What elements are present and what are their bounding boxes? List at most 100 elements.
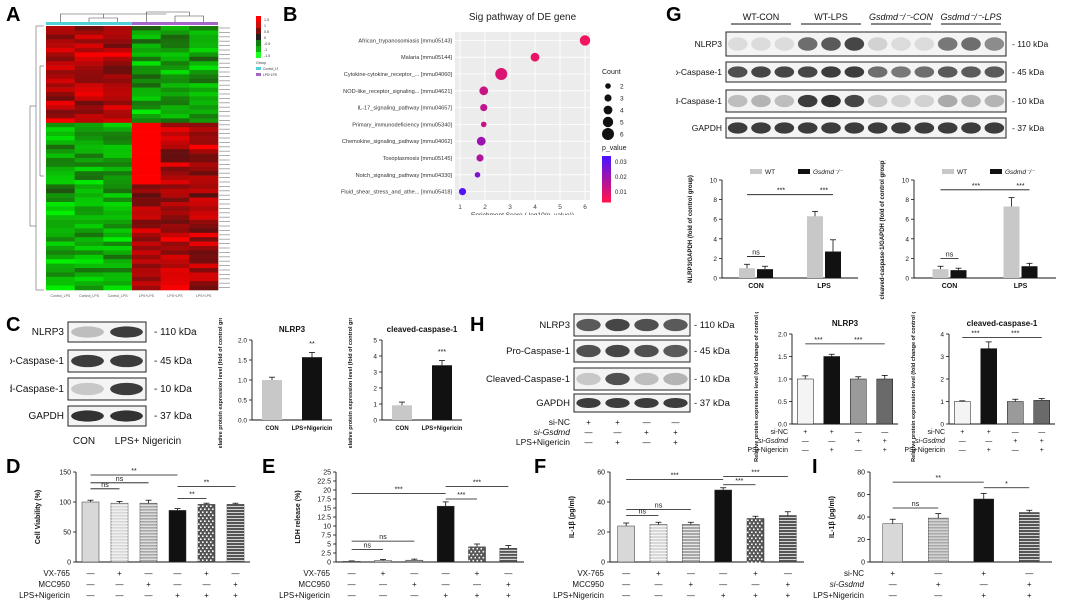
blot-group-label: WT-LPS: [814, 12, 848, 22]
blot-g-band: [797, 94, 818, 108]
group-legend-item: LPS+LPS: [263, 73, 277, 77]
heatmap-cell: [132, 241, 161, 247]
heatmap-cell: [132, 118, 161, 124]
bar-pattern: [210, 517, 212, 519]
bar-pattern: [747, 549, 749, 552]
chart-title: cleaved-caspase-1: [967, 319, 1038, 328]
heatmap-cell: [103, 259, 133, 264]
bar-chart-g-nlrp3: 0 2 4 6 8 10 NLRP3/GAPDH (fold of control grou…: [688, 169, 858, 290]
heatmap-cell: [46, 241, 75, 247]
condition-sign: —: [959, 447, 966, 454]
blot-g-band: [937, 94, 958, 108]
heatmap-cell: [189, 96, 219, 102]
blot-g-band: [891, 37, 911, 51]
heatmap-cell: [132, 237, 161, 242]
y-axis-label: Relative protein expression level (fold …: [911, 312, 917, 462]
heatmap-cell: [132, 197, 161, 203]
heatmap-cell: [103, 127, 133, 132]
bar-pattern: [755, 531, 757, 534]
y-tick-label: 80: [857, 470, 865, 477]
bar-pattern: [480, 553, 483, 556]
column-label: LPS+LPS: [167, 294, 183, 298]
p-legend-gradient: [602, 190, 611, 194]
bar-pattern: [747, 525, 749, 528]
heatmap-cell: [132, 127, 161, 132]
heatmap-cell: [160, 224, 190, 229]
blot-g-band: [961, 94, 981, 108]
condition-sign: —: [855, 447, 862, 454]
bar-pattern: [753, 558, 755, 561]
bar-pattern: [206, 511, 208, 513]
bar: [1021, 266, 1038, 278]
condition-sign: +: [586, 418, 591, 427]
column-label: Control_LPS: [108, 294, 129, 298]
bar-pattern: [206, 505, 208, 507]
condition-sign: —: [348, 591, 356, 600]
heatmap-cell: [160, 268, 190, 273]
bar-pattern: [751, 549, 753, 552]
bar-pattern: [753, 546, 755, 549]
blot-g-band: [914, 94, 935, 108]
y-tick-label: 100: [59, 500, 71, 507]
heatmap-cell: [103, 96, 133, 102]
bar-pattern: [751, 561, 753, 564]
bar-pattern: [198, 511, 200, 513]
bar-pattern: [202, 559, 204, 561]
bar: [617, 525, 635, 563]
condition-sign: +: [233, 591, 238, 600]
blot-size-label: - 110 kDa: [154, 327, 197, 338]
heatmap-cell: [74, 153, 104, 159]
heatmap-cell: [74, 144, 104, 150]
bubble-chart-panel-b: Sig pathway of DE gene 1 2 3 4 5 6 African_tryp…: [341, 12, 627, 215]
bar-chart-panel-f: 0 20 40 60 IL-1β (pg/ml) VX-765 — + — — + — MCC950 — —…: [553, 470, 804, 600]
plot-background: [455, 32, 590, 200]
condition-sign: —: [174, 580, 182, 589]
significance-label: ns: [101, 482, 109, 489]
heatmap-cell: [46, 171, 75, 176]
condition-sign: —: [87, 591, 95, 600]
heatmap-cell: [103, 149, 133, 154]
heatmap-cell: [189, 246, 219, 251]
legend-value: 1.5: [264, 18, 269, 22]
bar-pattern: [753, 528, 755, 531]
bar-pattern: [749, 558, 751, 561]
heatmap-cell: [46, 70, 75, 75]
condition-sign: —: [116, 580, 124, 589]
legend-swatch: [256, 34, 261, 40]
blot-g-band: [821, 94, 841, 108]
heatmap-cell: [132, 254, 161, 260]
heatmap-cell: [160, 122, 190, 128]
bar-pattern: [749, 552, 751, 555]
blot-g-band: [984, 122, 1005, 134]
condition-sign: —: [828, 438, 835, 445]
legend-swatch: [798, 169, 810, 174]
heatmap-cell: [189, 171, 219, 176]
count-legend-title: Count: [602, 69, 621, 76]
count-legend-dot: [602, 128, 614, 140]
heatmap-cell: [132, 70, 161, 75]
x-tick-label: 2: [483, 204, 487, 211]
bar-pattern: [208, 550, 210, 552]
pathway-bubble: [495, 68, 508, 80]
heatmap-cell: [46, 250, 75, 256]
heatmap-cell: [132, 131, 161, 137]
bar-pattern: [755, 519, 757, 522]
bar: [876, 378, 893, 425]
heatmap-cell: [189, 232, 219, 238]
significance-label: ***: [777, 188, 785, 195]
heatmap-cell: [160, 250, 190, 256]
bar-pattern: [761, 534, 763, 537]
p-legend-title: p_value: [602, 145, 627, 152]
heatmap-cell: [160, 43, 190, 49]
blot-g-band: [774, 66, 795, 78]
heatmap-cell: [160, 87, 190, 93]
heatmap-cell: [189, 144, 219, 150]
heatmap-cell: [46, 118, 75, 124]
heatmap-cell: [46, 272, 75, 278]
bar: [823, 356, 840, 425]
heatmap-cell: [132, 87, 161, 93]
legend-value: -1: [264, 48, 267, 52]
heatmap-cell: [160, 166, 190, 172]
heatmap-cell: [74, 202, 104, 207]
y-tick-label: 25: [323, 470, 331, 477]
